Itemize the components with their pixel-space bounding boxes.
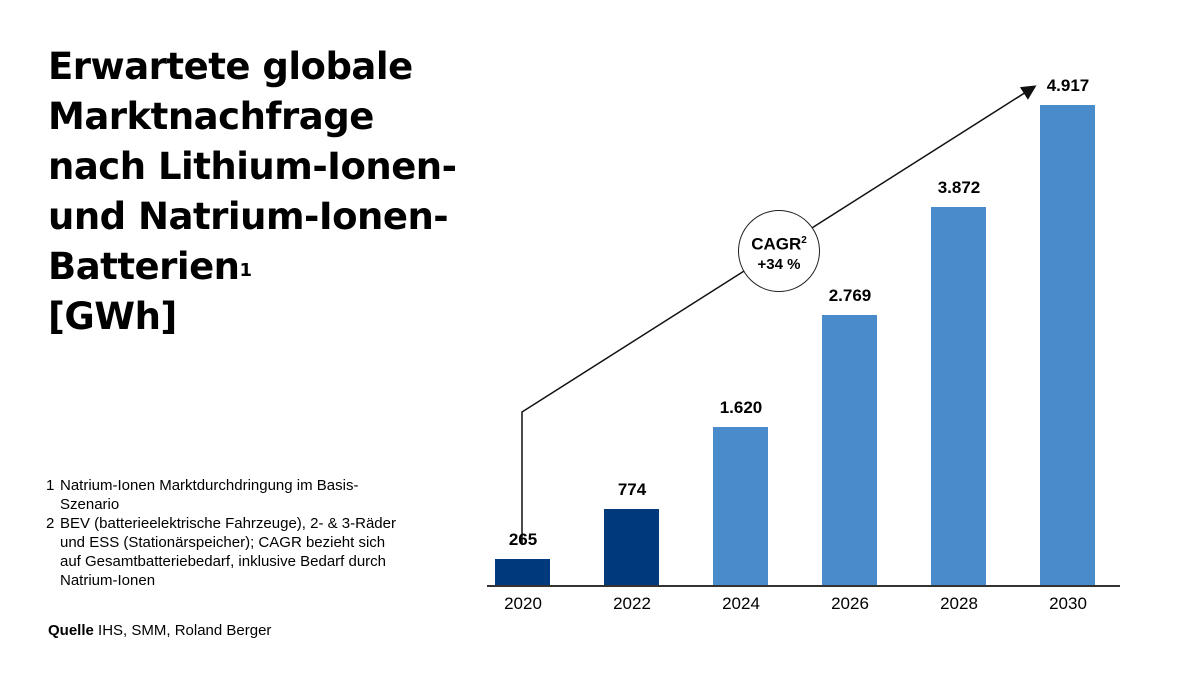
x-tick-label: 2020 — [504, 594, 542, 613]
footnotes: 1 Natrium-Ionen Marktdurchdringung im Bas… — [46, 476, 406, 590]
bar-value-label: 2.769 — [828, 285, 872, 305]
bar — [931, 207, 986, 585]
title-line: nach Lithium-Ionen- — [48, 145, 457, 188]
bar-value-label: 3.872 — [937, 178, 981, 197]
title-line: Marktnachfrage — [48, 95, 374, 138]
footnote: 1 Natrium-Ionen Marktdurchdringung im Bas… — [46, 477, 359, 513]
x-tick-label: 2022 — [613, 594, 651, 613]
footnote-marker: 1 — [239, 260, 253, 281]
bar — [604, 509, 659, 585]
cagr-badge: CAGR2 +34 % — [738, 210, 820, 292]
x-tick-label: 2024 — [722, 594, 760, 613]
title-line: Erwartete globale — [48, 45, 413, 88]
title-line: und Natrium-Ionen- — [48, 195, 449, 238]
x-axis — [487, 585, 1120, 587]
unit-label: [GWh] — [48, 295, 177, 338]
bar — [1040, 105, 1095, 585]
bar-value-label: 774 — [617, 480, 647, 500]
source-note: Quelle IHS, SMM, Roland Berger — [48, 622, 272, 639]
title-line: Batterien — [48, 245, 240, 288]
bar-value-label: 1.620 — [719, 397, 763, 417]
x-tick-label: 2026 — [831, 594, 869, 613]
footnote: 2 BEV (batterieelektrische Fahrzeuge), 2-… — [46, 515, 396, 589]
x-tick-label: 2030 — [1049, 594, 1087, 613]
bar — [495, 559, 550, 585]
chart-title: Erwartete globale Marktnachfrage nach Li… — [48, 42, 488, 342]
bar — [822, 314, 877, 585]
bar-value-label: 4.917 — [1046, 76, 1090, 95]
x-tick-label: 2028 — [940, 594, 978, 613]
bar — [713, 426, 768, 585]
bar-value-label: 265 — [508, 530, 538, 550]
